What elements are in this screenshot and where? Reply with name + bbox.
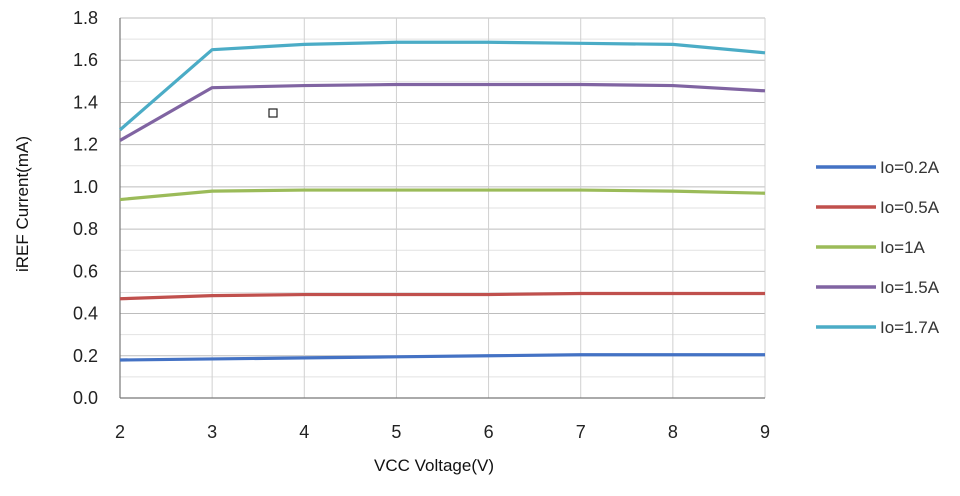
series-line: [119, 82, 766, 142]
y-axis-title: iREF Current(mA): [13, 136, 32, 272]
y-tick-label: 1.4: [73, 92, 98, 112]
x-tick-label: 7: [576, 422, 586, 442]
x-tick-label: 2: [115, 422, 125, 442]
square-marker: [268, 108, 278, 118]
series-line: [119, 291, 765, 301]
legend-label: Io=0.5A: [880, 198, 940, 217]
x-tick-label: 5: [391, 422, 401, 442]
y-tick-label: 1.0: [73, 177, 98, 197]
gridlines: [119, 17, 766, 399]
x-tick-label: 4: [299, 422, 309, 442]
x-tick-label: 9: [760, 422, 770, 442]
y-tick-label: 0.8: [73, 219, 98, 239]
x-axis-title: VCC Voltage(V): [374, 456, 494, 475]
legend: Io=0.2A Io=0.5A Io=1A Io=1.5A Io=1.7A: [816, 158, 940, 337]
legend-label: Io=1A: [880, 238, 926, 257]
y-tick-label: 0.2: [73, 346, 98, 366]
y-tick-label: 0.0: [73, 388, 98, 408]
y-tick-label: 1.8: [73, 8, 98, 28]
axes: [119, 18, 765, 399]
legend-label: Io=1.5A: [880, 278, 940, 297]
x-tick-label: 6: [484, 422, 494, 442]
series-line: [118, 40, 766, 132]
x-tick-label: 8: [668, 422, 678, 442]
legend-label: Io=0.2A: [880, 158, 940, 177]
y-tick-label: 0.6: [73, 261, 98, 281]
x-tick-label: 3: [207, 422, 217, 442]
y-tick-label: 0.4: [73, 304, 98, 324]
legend-label: Io=1.7A: [880, 318, 940, 337]
y-tick-label: 1.6: [73, 50, 98, 70]
y-tick-labels: 0.0 0.2 0.4 0.6 0.8 1.0 1.2 1.4 1.6 1.8: [73, 8, 98, 408]
series-lines: [118, 40, 766, 362]
x-tick-labels: 2 3 4 5 6 7 8 9: [115, 422, 770, 442]
series-line: [119, 353, 765, 362]
y-tick-label: 1.2: [73, 135, 98, 155]
series-line: [119, 188, 766, 202]
